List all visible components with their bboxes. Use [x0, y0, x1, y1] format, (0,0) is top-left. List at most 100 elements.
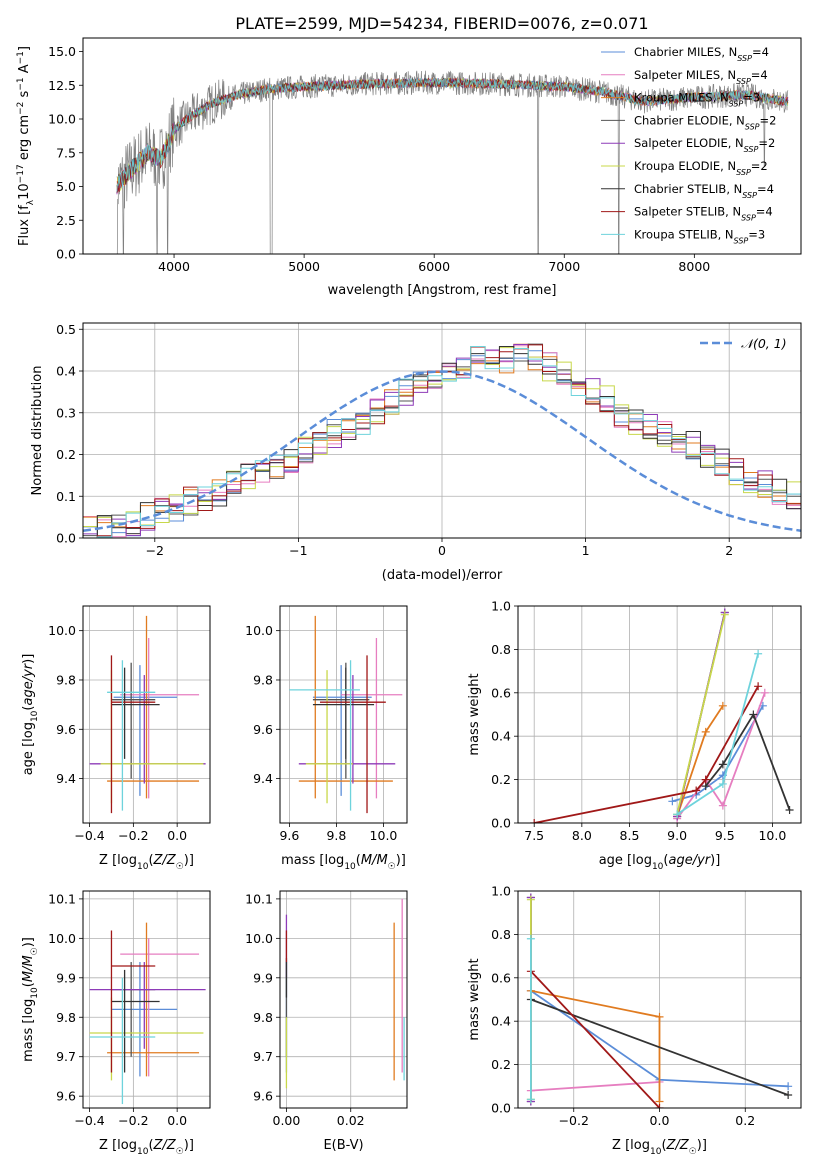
y-tick-label: 9.4 [253, 771, 273, 786]
mass_vs_Z-axes: −0.4 −0.2 0.0 9.6 9.7 9.8 9.9 10.0 10.1 [48, 891, 210, 1128]
x-tick-label: 6000 [418, 259, 450, 274]
spectrum-model-line [116, 77, 789, 192]
label-part: age [log [599, 853, 652, 868]
mass-weight-marker [526, 1095, 535, 1104]
legend-sub: SSP [745, 122, 760, 131]
x-tick-label: −1 [289, 543, 307, 558]
label-part: ( [356, 853, 361, 868]
y-tick-label: 1.0 [491, 884, 511, 899]
y-tick-label: 9.9 [253, 970, 273, 985]
legend-main: Chabrier STELIB, N [634, 182, 742, 196]
legend-label: Kroupa MILES, NSSP=3 [634, 91, 760, 109]
label-part: )] [710, 853, 720, 868]
y-tick-label: 9.8 [253, 1010, 273, 1025]
x-tick-label: 0 [438, 543, 446, 558]
mass-weight-marker [718, 760, 727, 769]
label-part: age/yr [21, 662, 36, 705]
y-axis-label: Normed distribution [30, 366, 45, 496]
age_vs_mass-frame [279, 605, 408, 824]
mass_weight_vs_age-series [530, 608, 794, 823]
y-tick-label: 0.0 [491, 816, 511, 831]
label-part: erg cm [17, 115, 32, 164]
mass-weight-marker [530, 819, 539, 823]
label-part: ( [661, 1138, 666, 1153]
figure-title: PLATE=2599, MJD=54234, FIBERID=0076, z=0… [235, 14, 648, 33]
x-tick-label: 0.02 [337, 1113, 365, 1128]
y-tick-label: 0.1 [56, 489, 76, 504]
mass-weight-line [704, 712, 791, 811]
x-axis-label: (data-model)/error [382, 568, 503, 583]
label-part: )] [184, 853, 194, 868]
legend-sub: SSP [729, 99, 744, 108]
legend-sub: SSP [742, 190, 757, 199]
legend-main: Salpeter STELIB, N [634, 205, 741, 219]
label-part: Z/Z [153, 853, 177, 868]
legend-label: Chabrier ELODIE, NSSP=2 [634, 113, 776, 130]
x-axis-label: wavelength [Angstrom, rest frame] [328, 283, 557, 298]
x-tick-label: 4000 [158, 259, 190, 274]
y-tick-label: 10.1 [245, 891, 273, 906]
label-part: (data-model)/error [382, 568, 503, 583]
label-part: mass [log [21, 999, 36, 1062]
mass_weight_vs_Z-axes: −0.2 0.0 0.2 0.0 0.2 0.4 0.6 0.8 1.0 [491, 884, 801, 1128]
legend-sub: SSP [734, 236, 749, 245]
x-tick-label: 7.5 [524, 828, 544, 843]
y-tick-label: 12.5 [48, 78, 76, 93]
y-tick-label: 10.0 [48, 112, 76, 127]
x-tick-label: 8.0 [572, 828, 592, 843]
legend-main: Kroupa STELIB, N [634, 227, 734, 241]
mass-weight-marker [720, 610, 729, 619]
label-part: s [17, 90, 32, 101]
legend-gaussian-label: 𝒩(0, 1) [741, 336, 787, 351]
label-part: 10 [650, 1147, 662, 1157]
mass_vs_EBV-frame [279, 890, 408, 1109]
mass-weight-marker [655, 1012, 664, 1021]
mass_vs_EBV-points [285, 898, 405, 1089]
y-tick-label: 9.8 [253, 672, 273, 687]
label-part: M/M [361, 853, 388, 868]
legend-tail: =3 [748, 227, 765, 241]
y-tick-label: 9.6 [56, 722, 76, 737]
y-tick-label: 9.6 [253, 722, 273, 737]
label-part: ☉ [176, 1147, 184, 1157]
x-axis-label: Z [log10(Z/Z☉)] [99, 1138, 194, 1157]
label-part: ☉ [176, 862, 184, 872]
legend-tail: =2 [760, 113, 777, 127]
x-axis-label: Z [log10(Z/Z☉)] [612, 1138, 707, 1157]
age_vs_Z-points [89, 615, 206, 814]
y-tick-label: 0.8 [491, 927, 511, 942]
label-part: 10 [344, 862, 356, 872]
mass-weight-line [530, 970, 661, 1108]
x-tick-label: 1 [582, 543, 590, 558]
mass_weight_vs_Z-frame [517, 890, 802, 1109]
label-part: ] [17, 46, 32, 51]
legend-main: Kroupa ELODIE, N [634, 159, 736, 173]
x-tick-label: 10.0 [758, 828, 786, 843]
y-tick-label: 0.4 [491, 729, 511, 744]
y-tick-label: 0.0 [56, 531, 76, 546]
mass-weight-marker [673, 810, 682, 819]
age_vs_mass-points [289, 615, 403, 814]
label-part: λ [26, 199, 36, 205]
legend-tail: =2 [758, 136, 775, 150]
label-part: )] [697, 1138, 707, 1153]
legend-label: Salpeter ELODIE, NSSP=2 [634, 136, 775, 154]
y-tick-label: 0.4 [491, 1014, 511, 1029]
mass_vs_EBV-axes: 0.00 0.02 9.6 9.7 9.8 9.9 10.0 10.1 [245, 891, 407, 1128]
legend-sub: SSP [737, 54, 752, 63]
x-tick-label: 9.8 [326, 828, 346, 843]
label-part: wavelength [Angstrom, rest frame] [328, 283, 557, 298]
y-tick-label: 2.5 [56, 213, 76, 228]
mass_weight_vs_age-frame [517, 605, 802, 824]
x-tick-label: 8.5 [620, 828, 640, 843]
label-part: mass [log [281, 853, 344, 868]
x-tick-label: 2 [725, 543, 733, 558]
residual-histogram [83, 350, 801, 538]
mass-weight-marker [784, 1090, 793, 1099]
y-tick-label: 0.8 [491, 642, 511, 657]
x-tick-label: 9.0 [667, 828, 687, 843]
residual-hist [83, 343, 801, 538]
label-part: mass weight [467, 958, 482, 1040]
